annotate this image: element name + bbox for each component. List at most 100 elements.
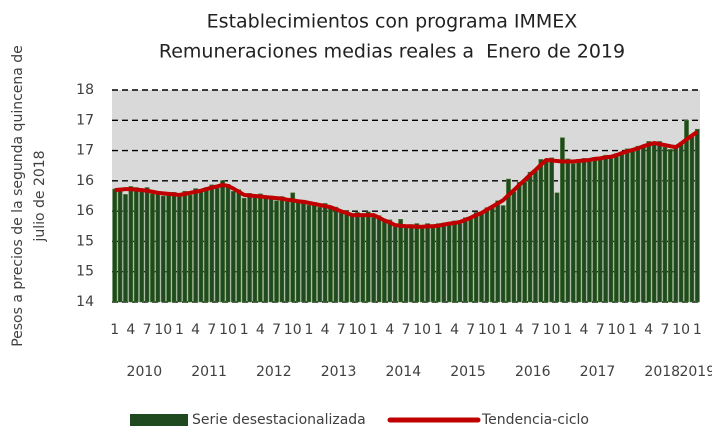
- x-tick-label: 4: [385, 322, 394, 338]
- bar: [322, 203, 328, 303]
- bar: [527, 171, 533, 303]
- bar: [673, 144, 679, 303]
- bar: [268, 195, 274, 303]
- x-tick-label: 1: [304, 322, 313, 338]
- bar: [284, 201, 290, 303]
- bar: [274, 200, 279, 303]
- year-label: 2018: [644, 364, 680, 380]
- bar: [678, 142, 684, 303]
- bar: [516, 181, 522, 303]
- x-tick-label: 4: [126, 322, 135, 338]
- bar: [630, 150, 635, 303]
- bar: [306, 204, 312, 303]
- bar: [549, 157, 555, 303]
- y-tick-label: 16: [76, 173, 94, 189]
- bar: [441, 222, 447, 303]
- x-tick-label: 7: [402, 322, 411, 338]
- x-tick-label: 10: [672, 322, 690, 338]
- bar: [657, 141, 662, 303]
- x-tick-label: 4: [321, 322, 330, 338]
- bar: [371, 216, 376, 303]
- bar: [409, 224, 414, 303]
- x-tick-label: 10: [607, 322, 625, 338]
- bar: [581, 158, 587, 303]
- x-tick-label: 10: [154, 322, 172, 338]
- bar: [204, 187, 209, 303]
- bar: [225, 184, 231, 303]
- bar: [328, 207, 333, 303]
- x-tick-label: 1: [563, 322, 572, 338]
- bar: [279, 196, 285, 303]
- bar: [355, 212, 360, 303]
- trend-line: [114, 130, 699, 229]
- bar: [193, 188, 198, 303]
- x-tick-label: 4: [256, 322, 265, 338]
- bar: [187, 194, 193, 303]
- year-label: 2013: [321, 364, 357, 380]
- bar: [403, 226, 409, 303]
- x-tick-label: 1: [434, 322, 443, 338]
- bar: [398, 219, 403, 303]
- y-axis-label: Pesos a precios de la segunda quincena d…: [10, 45, 26, 347]
- bar: [565, 158, 571, 303]
- bar: [511, 191, 517, 303]
- year-label: 2019: [679, 364, 712, 380]
- bar: [220, 180, 225, 303]
- bar: [392, 226, 398, 303]
- bar: [425, 223, 430, 303]
- x-tick-label: 1: [240, 322, 249, 338]
- bar: [462, 217, 468, 303]
- x-tick-label: 7: [596, 322, 605, 338]
- bar: [365, 211, 371, 303]
- x-tick-label: 7: [531, 322, 540, 338]
- bar: [538, 159, 544, 303]
- x-tick-label: 10: [349, 322, 367, 338]
- bar: [155, 190, 161, 303]
- x-tick-label: 1: [175, 322, 184, 338]
- bar: [182, 190, 188, 303]
- bar: [252, 197, 258, 303]
- chart-title: Establecimientos con programa IMMEX: [207, 11, 578, 33]
- year-label: 2014: [385, 364, 421, 380]
- bar: [241, 197, 247, 303]
- y-tick-label: 17: [76, 112, 94, 128]
- year-label: 2010: [127, 364, 163, 380]
- bar: [446, 224, 452, 303]
- bar: [430, 226, 436, 303]
- bar: [522, 181, 528, 303]
- y-axis-label: julio de 2018: [32, 150, 48, 242]
- bar: [414, 223, 420, 303]
- x-tick-label: 7: [143, 322, 152, 338]
- bar: [263, 197, 269, 303]
- bar: [570, 163, 576, 303]
- bar: [603, 154, 608, 303]
- bar: [311, 202, 317, 303]
- bar: [533, 170, 538, 303]
- x-tick-label: 4: [580, 322, 589, 338]
- bar: [489, 207, 495, 303]
- bar: [554, 192, 560, 303]
- y-tick-label: 15: [76, 233, 94, 249]
- bar: [344, 210, 350, 303]
- bar: [382, 221, 387, 303]
- bar: [214, 187, 220, 303]
- x-tick-label: 1: [499, 322, 508, 338]
- bar: [171, 191, 177, 303]
- bar: [576, 159, 581, 303]
- bar: [133, 187, 139, 303]
- year-label: 2015: [450, 364, 486, 380]
- bar: [587, 161, 592, 303]
- bar: [667, 149, 673, 303]
- bar: [376, 215, 382, 303]
- year-label: 2012: [256, 364, 292, 380]
- bar: [128, 186, 134, 303]
- x-tick-label: 4: [515, 322, 524, 338]
- x-tick-label: 4: [191, 322, 200, 338]
- y-tick-label: 14: [76, 294, 94, 310]
- year-label: 2011: [191, 364, 227, 380]
- x-tick-label: 10: [543, 322, 561, 338]
- x-tick-label: 7: [466, 322, 475, 338]
- bar: [360, 216, 366, 303]
- bar: [209, 184, 215, 303]
